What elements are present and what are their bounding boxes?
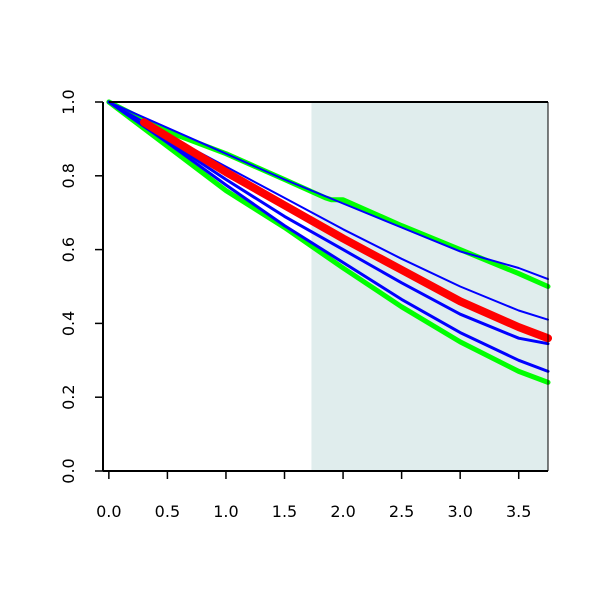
- series-line-5: [107, 100, 550, 346]
- y-tick-label: 0.0: [59, 458, 78, 483]
- x-tick-label: 3.0: [447, 502, 472, 521]
- axes-group: [102, 101, 549, 472]
- series-line-6: [107, 100, 550, 373]
- y-tick-label: 0.2: [59, 384, 78, 409]
- x-axis-ticks: 0.0 0.5 1.0 1.5 2.0 2.5 3.0 3.5: [96, 471, 531, 521]
- y-tick-label: 0.6: [59, 237, 78, 262]
- x-tick-label: 2.5: [389, 502, 414, 521]
- series-line-7: [140, 118, 552, 343]
- x-tick-label: 3.5: [506, 502, 531, 521]
- x-tick-label: 0.5: [155, 502, 180, 521]
- y-axis-ticks: 0.0 0.2 0.4 0.6 0.8 1.0: [59, 89, 103, 484]
- x-tick-label: 2.0: [330, 502, 355, 521]
- series-group: [106, 99, 552, 385]
- x-tick-label: 1.0: [213, 502, 238, 521]
- x-tick-label: 0.0: [96, 502, 121, 521]
- x-tick-label: 1.5: [272, 502, 297, 521]
- series-line-2: [106, 99, 551, 385]
- series-line-3: [107, 101, 549, 281]
- y-tick-label: 1.0: [59, 89, 78, 114]
- y-tick-label: 0.4: [59, 311, 78, 336]
- y-tick-label: 0.8: [59, 163, 78, 188]
